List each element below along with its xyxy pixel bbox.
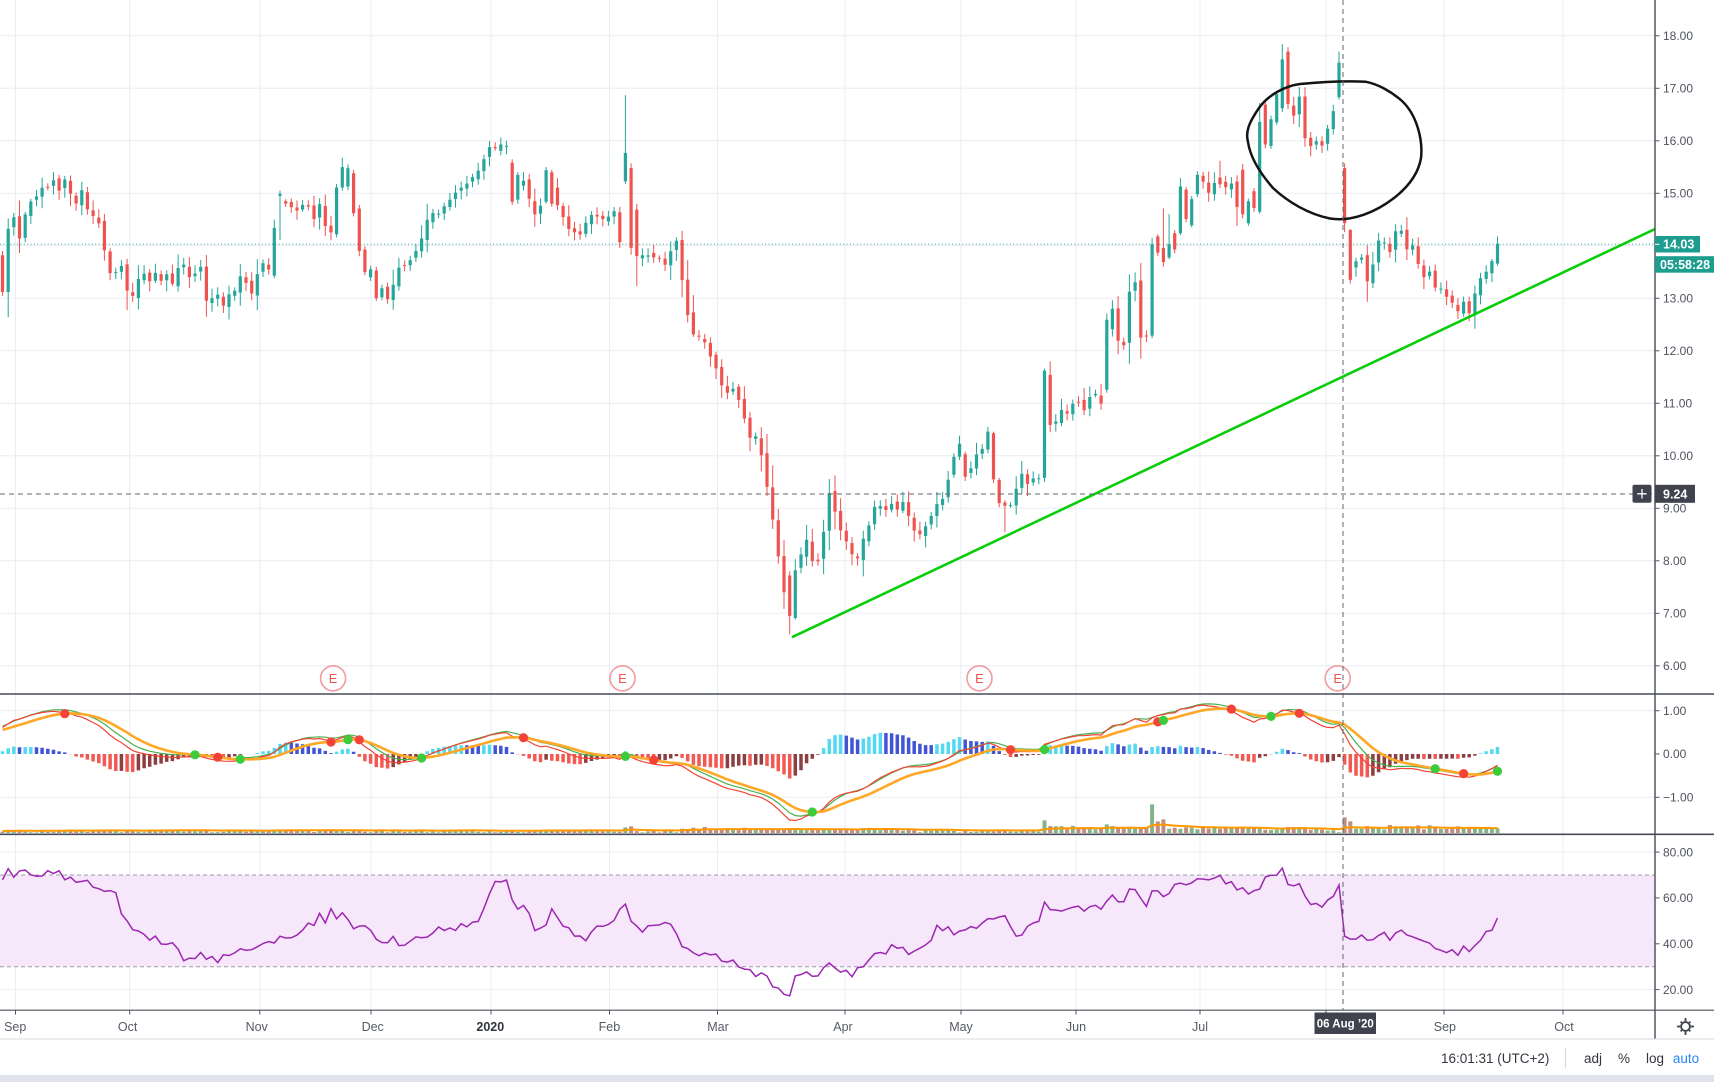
svg-text:Jun: Jun bbox=[1066, 1020, 1086, 1034]
svg-text:Oct: Oct bbox=[118, 1020, 138, 1034]
svg-text:16:01:31 (UTC+2): 16:01:31 (UTC+2) bbox=[1441, 1051, 1549, 1066]
svg-text:Sep: Sep bbox=[4, 1020, 26, 1034]
svg-text:7.00: 7.00 bbox=[1663, 607, 1687, 621]
svg-text:16.00: 16.00 bbox=[1663, 134, 1693, 148]
svg-text:E: E bbox=[618, 671, 627, 686]
svg-text:12.00: 12.00 bbox=[1663, 344, 1693, 358]
svg-text:9.24: 9.24 bbox=[1663, 487, 1687, 501]
svg-text:Apr: Apr bbox=[833, 1020, 852, 1034]
svg-text:20.00: 20.00 bbox=[1663, 983, 1693, 997]
svg-text:13.00: 13.00 bbox=[1663, 292, 1693, 306]
svg-text:Feb: Feb bbox=[599, 1020, 621, 1034]
svg-text:2020: 2020 bbox=[476, 1020, 504, 1034]
svg-text:14.03: 14.03 bbox=[1663, 238, 1694, 252]
svg-text:06 Aug ’20: 06 Aug ’20 bbox=[1317, 1019, 1374, 1031]
svg-text:Mar: Mar bbox=[707, 1020, 729, 1034]
svg-text:80.00: 80.00 bbox=[1663, 845, 1693, 859]
svg-text:15.00: 15.00 bbox=[1663, 187, 1693, 201]
svg-text:1.00: 1.00 bbox=[1663, 704, 1687, 718]
svg-text:E: E bbox=[1333, 671, 1342, 686]
svg-text:6.00: 6.00 bbox=[1663, 659, 1687, 673]
svg-text:auto: auto bbox=[1673, 1051, 1699, 1066]
svg-text:11.00: 11.00 bbox=[1663, 397, 1692, 411]
svg-text:E: E bbox=[975, 671, 984, 686]
svg-text:10.00: 10.00 bbox=[1663, 449, 1693, 463]
svg-text:Nov: Nov bbox=[246, 1020, 269, 1034]
svg-text:Dec: Dec bbox=[362, 1020, 384, 1034]
svg-text:E: E bbox=[329, 671, 338, 686]
svg-text:%: % bbox=[1618, 1051, 1630, 1066]
svg-text:−1.00: −1.00 bbox=[1663, 791, 1694, 805]
svg-text:Sep: Sep bbox=[1434, 1020, 1456, 1034]
svg-text:18.00: 18.00 bbox=[1663, 29, 1693, 43]
svg-text:17.00: 17.00 bbox=[1663, 82, 1693, 96]
svg-text:Jul: Jul bbox=[1192, 1020, 1208, 1034]
svg-text:60.00: 60.00 bbox=[1663, 891, 1693, 905]
svg-text:0.00: 0.00 bbox=[1663, 747, 1687, 761]
svg-text:8.00: 8.00 bbox=[1663, 554, 1687, 568]
svg-text:May: May bbox=[949, 1020, 973, 1034]
svg-text:05:58:28: 05:58:28 bbox=[1660, 258, 1710, 272]
svg-text:9.00: 9.00 bbox=[1663, 502, 1687, 516]
svg-text:40.00: 40.00 bbox=[1663, 937, 1693, 951]
svg-text:Oct: Oct bbox=[1554, 1020, 1574, 1034]
svg-text:log: log bbox=[1646, 1051, 1664, 1066]
svg-text:adj: adj bbox=[1584, 1051, 1602, 1066]
